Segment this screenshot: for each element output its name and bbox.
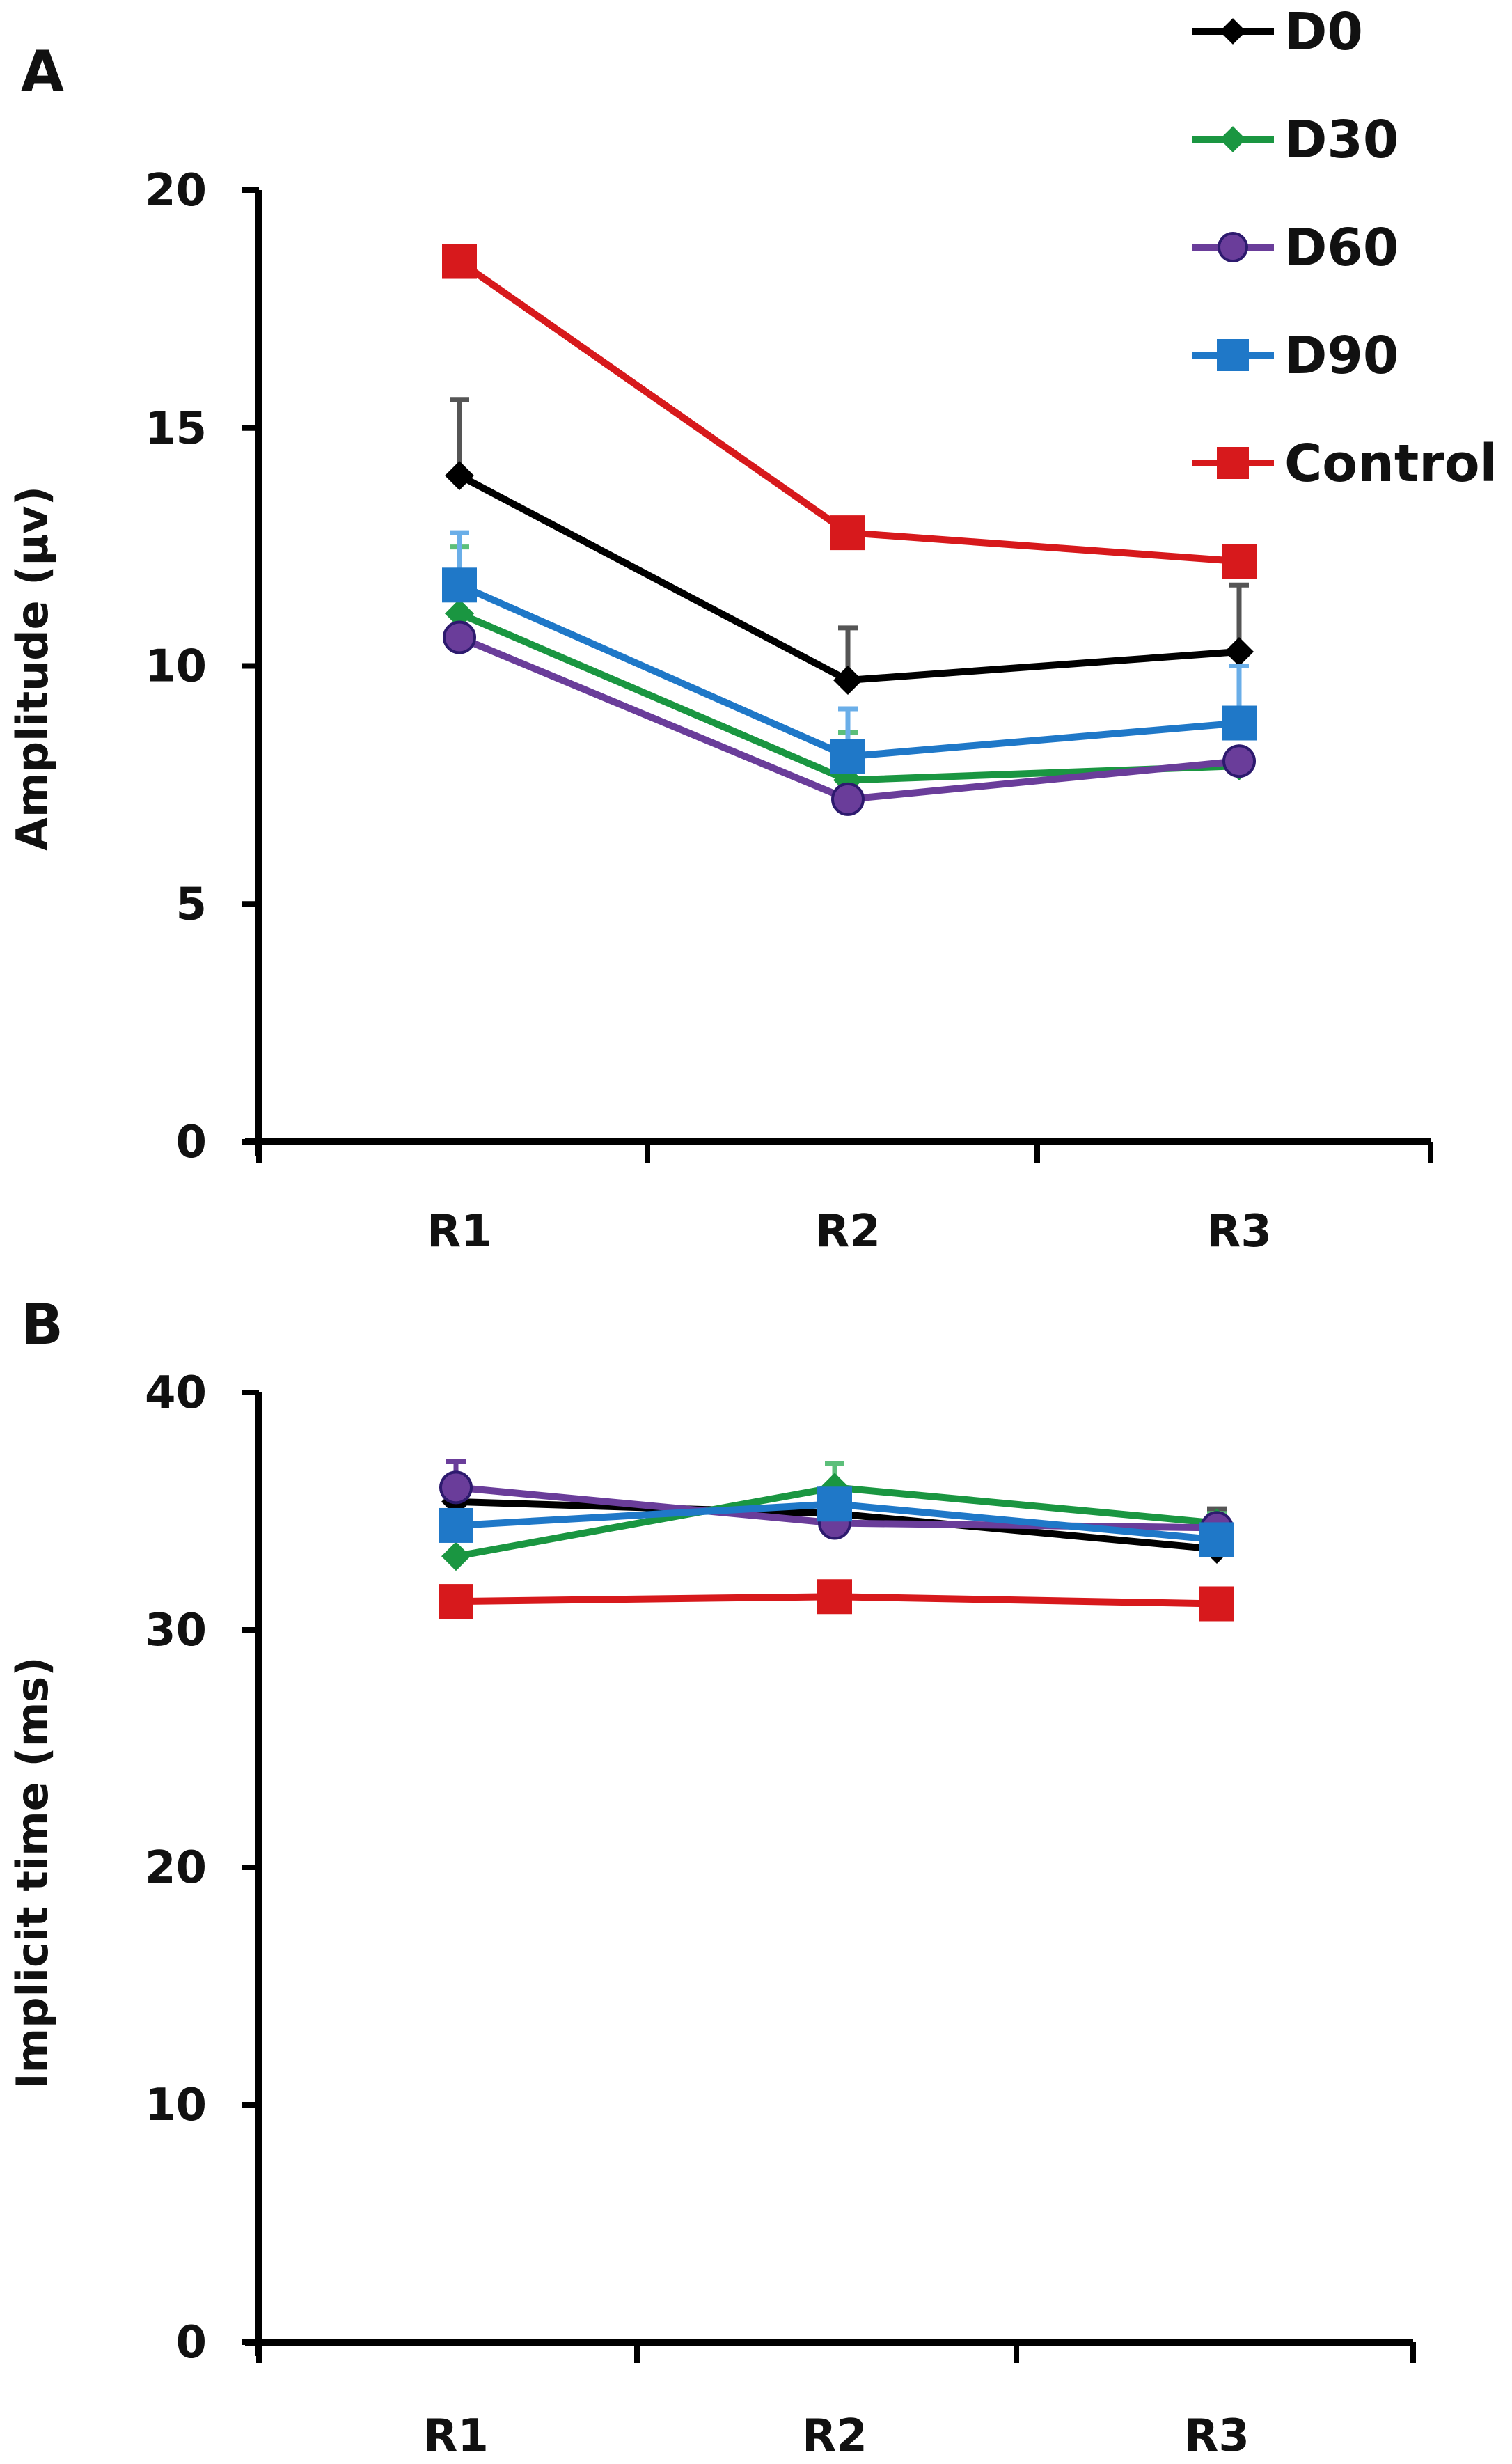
data-point-d0-r1 [445,461,474,491]
y-tick-label: 40 [145,1367,207,1419]
x-tick-label-r1: R1 [427,1206,492,1257]
data-point-d90-r1 [442,567,477,603]
data-point-d90-r3 [1222,705,1257,741]
series-d60 [443,620,1256,816]
data-point-d90-r3 [1199,1522,1234,1557]
legend-marker [1220,126,1246,152]
panel-a-chart: Amplitude (µv) 0 5 10 15 20 R1 R2 R3 [7,165,1433,1257]
y-tick-label: 10 [145,641,207,693]
panel-b-y-axis-title: Implicit time (ms) [7,1656,58,2089]
y-tick-label: 0 [175,2317,207,2369]
y-tick-label: 0 [175,1117,207,1168]
data-point-d60-r3 [1222,744,1256,778]
x-tick-label-r3: R3 [1184,2410,1250,2462]
y-tick-label: 20 [145,165,207,217]
x-tick-label-r2: R2 [802,2410,867,2462]
data-point-d0-r2 [833,666,863,696]
legend-item-d60: D60 [1192,218,1399,278]
series-control [442,244,1257,579]
panel-a-label: A [21,39,64,104]
x-tick-label-r1: R1 [423,2410,489,2462]
legend-item-d30: D30 [1192,110,1399,170]
legend-marker [1217,339,1249,371]
legend-item-control: Control [1192,434,1497,494]
legend-marker [1217,447,1249,479]
data-point-d90-r1 [439,1507,473,1543]
legend-label: D60 [1284,218,1399,278]
legend-marker [1220,18,1246,45]
data-point-d30-r1 [441,1541,471,1571]
x-tick-label-r3: R3 [1206,1206,1272,1257]
legend-label: D30 [1284,110,1399,170]
y-tick-label: 20 [145,1842,207,1894]
series-d0 [445,397,1254,696]
data-point-d60-r1 [443,620,476,654]
data-point-d90-r2 [817,1486,852,1522]
data-point-control-r1 [439,1584,473,1619]
data-point-d60-r2 [831,782,865,816]
data-point-control-r1 [442,244,477,279]
y-tick-label: 5 [175,879,207,930]
x-tick-label-r2: R2 [815,1206,881,1257]
data-point-d30-r1 [445,599,474,629]
legend-label: D90 [1284,326,1399,386]
data-point-control-r3 [1199,1586,1234,1622]
data-point-control-r3 [1222,544,1257,579]
y-tick-label: 15 [145,403,207,455]
data-point-control-r2 [817,1579,852,1615]
series-d90 [439,1486,1234,1557]
legend-label: D0 [1284,2,1363,62]
panel-b-label: B [21,1292,63,1357]
data-point-d90-r2 [830,739,865,774]
legend-marker [1218,232,1248,262]
panel-a-y-axis-title: Amplitude (µv) [7,486,58,851]
y-tick-label: 30 [145,1605,207,1656]
series-control [439,1579,1234,1622]
legend-item-d0: D0 [1192,2,1363,62]
y-tick-label: 10 [145,2080,207,2131]
data-point-control-r2 [830,515,865,551]
data-point-d0-r3 [1224,636,1254,666]
series-d90 [442,530,1257,774]
panel-b-chart: Implicit time (ms) 0 10 20 30 40 R1 R2 R3 [7,1367,1416,2462]
legend-item-d90: D90 [1192,326,1399,386]
legend: D0 D30 D60 D90 Control [1192,2,1497,494]
legend-label: Control [1284,434,1497,494]
data-point-d60-r1 [439,1470,473,1505]
